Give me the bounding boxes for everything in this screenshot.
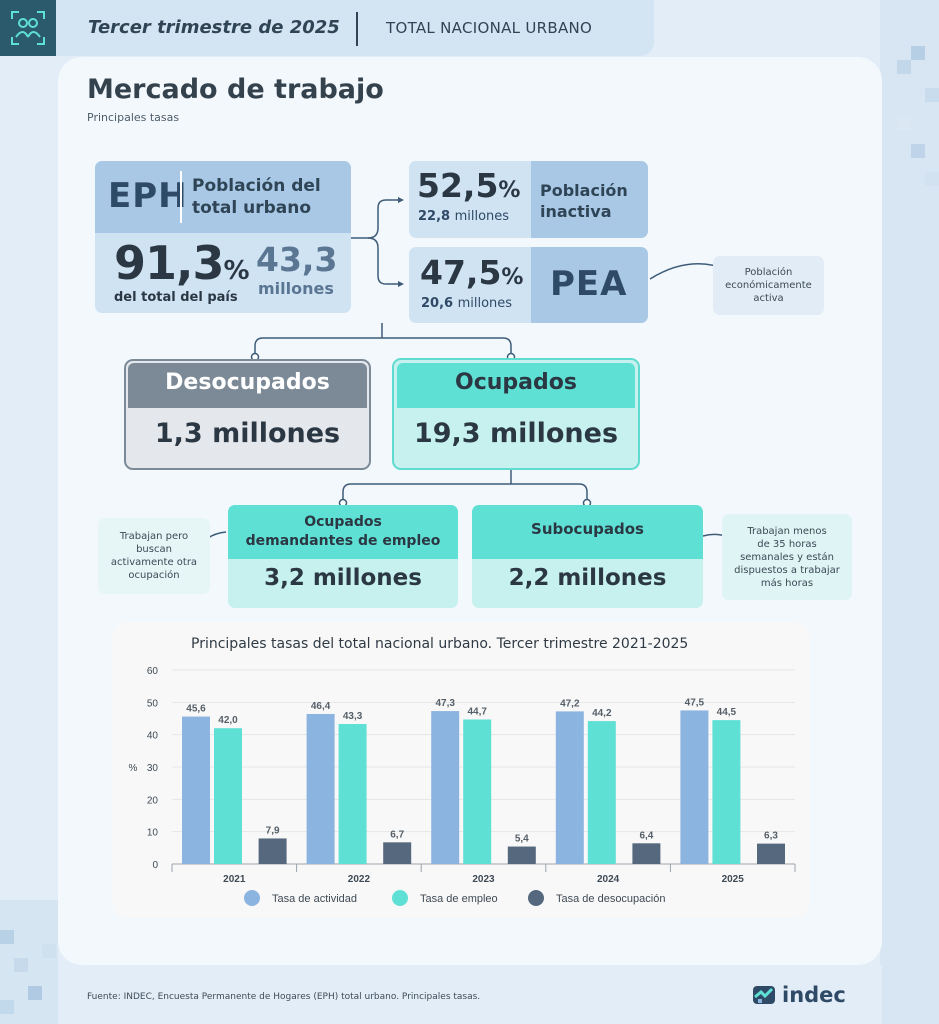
bar-1 (338, 723, 367, 864)
eph-divider (180, 171, 182, 223)
header-bar: Tercer trimestre de 2025 TOTAL NACIONAL … (0, 0, 654, 56)
y-axis-label: % (129, 763, 138, 774)
bar-value-label: 45,6 (186, 704, 206, 715)
desocupados-title: Desocupados (165, 370, 330, 395)
bar-0 (431, 711, 460, 864)
bar-0 (306, 713, 335, 864)
x-tick-label: 2021 (223, 874, 246, 885)
page-title: Mercado de trabajo (87, 74, 384, 105)
header-region: TOTAL NACIONAL URBANO (386, 19, 593, 37)
eph-millions-label: millones (258, 279, 334, 298)
bar-value-label: 44,5 (717, 707, 737, 718)
legend-swatch (392, 890, 408, 906)
x-tick-label: 2023 (472, 874, 495, 885)
bar-2 (258, 838, 287, 864)
bar-2 (507, 846, 536, 864)
bar-value-label: 42,0 (218, 715, 238, 726)
bar-value-label: 44,7 (467, 706, 487, 717)
demandantes-header (228, 505, 458, 559)
y-tick-label: 50 (147, 698, 159, 709)
bar-2 (632, 843, 661, 864)
x-tick-label: 2024 (597, 874, 620, 885)
eph-label: EPH (108, 176, 188, 216)
desocupados-header (128, 363, 367, 408)
demandantes-title: Ocupados demandantes de empleo (245, 514, 441, 549)
eph-description: Población del total urbano (192, 176, 321, 218)
y-tick-label: 0 (152, 860, 158, 871)
pea-value-box (409, 247, 531, 323)
demandantes-value: 3,2 millones (264, 565, 422, 591)
pea-note: Población económicamente activa (713, 256, 824, 315)
bar-0 (182, 716, 210, 864)
bar-value-label: 7,9 (266, 825, 280, 836)
chart-title: Principales tasas del total nacional urb… (191, 636, 689, 652)
inactiva-value-box (409, 161, 531, 238)
bar-1 (712, 720, 741, 864)
x-tick-label: 2022 (348, 874, 371, 885)
y-tick-label: 40 (147, 731, 159, 742)
eph-percent: 91,3% (114, 236, 250, 290)
header-period: Tercer trimestre de 2025 (88, 17, 340, 38)
ocupados-header (397, 363, 635, 408)
people-network-icon (0, 0, 56, 56)
bar-2 (383, 842, 412, 864)
header-separator (356, 12, 358, 46)
bar-value-label: 47,2 (560, 698, 580, 709)
eph-percent-label: del total del país (114, 290, 238, 305)
demandantes-note: Trabajan pero buscan activamente otra oc… (98, 518, 210, 594)
legend-swatch (244, 890, 260, 906)
legend-label: Tasa de actividad (272, 893, 357, 905)
subocupados-note: Trabajan menos de 35 horas semanales y e… (722, 514, 852, 600)
bar-1 (214, 728, 242, 864)
bar-0 (680, 710, 709, 864)
eph-value-box (95, 233, 351, 313)
bar-value-label: 6,3 (764, 831, 778, 842)
subocupados-header (472, 505, 703, 559)
inactiva-label: Población inactiva (540, 181, 628, 221)
bar-value-label: 43,3 (343, 711, 363, 722)
legend-label: Tasa de desocupación (556, 893, 665, 905)
eph-millions-value: 43,3 (256, 240, 338, 279)
x-tick-label: 2025 (722, 874, 745, 885)
bar-value-label: 47,5 (685, 697, 705, 708)
bar-2 (757, 843, 785, 864)
bar-1 (587, 721, 616, 864)
bar-0 (555, 711, 584, 864)
bar-value-label: 47,3 (435, 698, 455, 709)
desocupados-value: 1,3 millones (154, 418, 341, 449)
bar-value-label: 44,2 (592, 708, 612, 719)
bar-value-label: 6,4 (639, 830, 653, 841)
ocupados-title: Ocupados (455, 370, 577, 395)
legend-label: Tasa de empleo (420, 893, 498, 905)
pea-label: PEA (550, 264, 628, 304)
eph-header-box (95, 161, 351, 233)
legend-swatch (528, 890, 544, 906)
bar-value-label: 6,7 (390, 829, 404, 840)
pea-label-box (531, 247, 648, 323)
indec-brand: indec (752, 983, 846, 1007)
y-tick-label: 20 (147, 795, 159, 806)
inactiva-percent: 52,5% (417, 166, 521, 205)
source-note: Fuente: INDEC, Encuesta Permanente de Ho… (87, 992, 481, 1002)
bar-value-label: 5,4 (515, 834, 529, 845)
inactiva-millions: 22,8 millones (418, 209, 510, 224)
subocupados-title: Subocupados (531, 520, 644, 538)
bar-1 (463, 719, 492, 864)
y-tick-label: 10 (147, 828, 159, 839)
bar-value-label: 46,4 (311, 701, 331, 712)
y-tick-label: 30 (147, 763, 159, 774)
inactiva-label-box (531, 161, 648, 238)
subocupados-value: 2,2 millones (508, 565, 667, 591)
y-tick-label: 60 (147, 666, 159, 677)
pea-percent: 47,5% (420, 253, 524, 292)
page-subtitle: Principales tasas (87, 111, 180, 124)
indec-logo-icon (753, 986, 775, 1004)
pea-millions: 20,6 millones (421, 296, 513, 311)
ocupados-value: 19,3 millones (413, 418, 619, 449)
